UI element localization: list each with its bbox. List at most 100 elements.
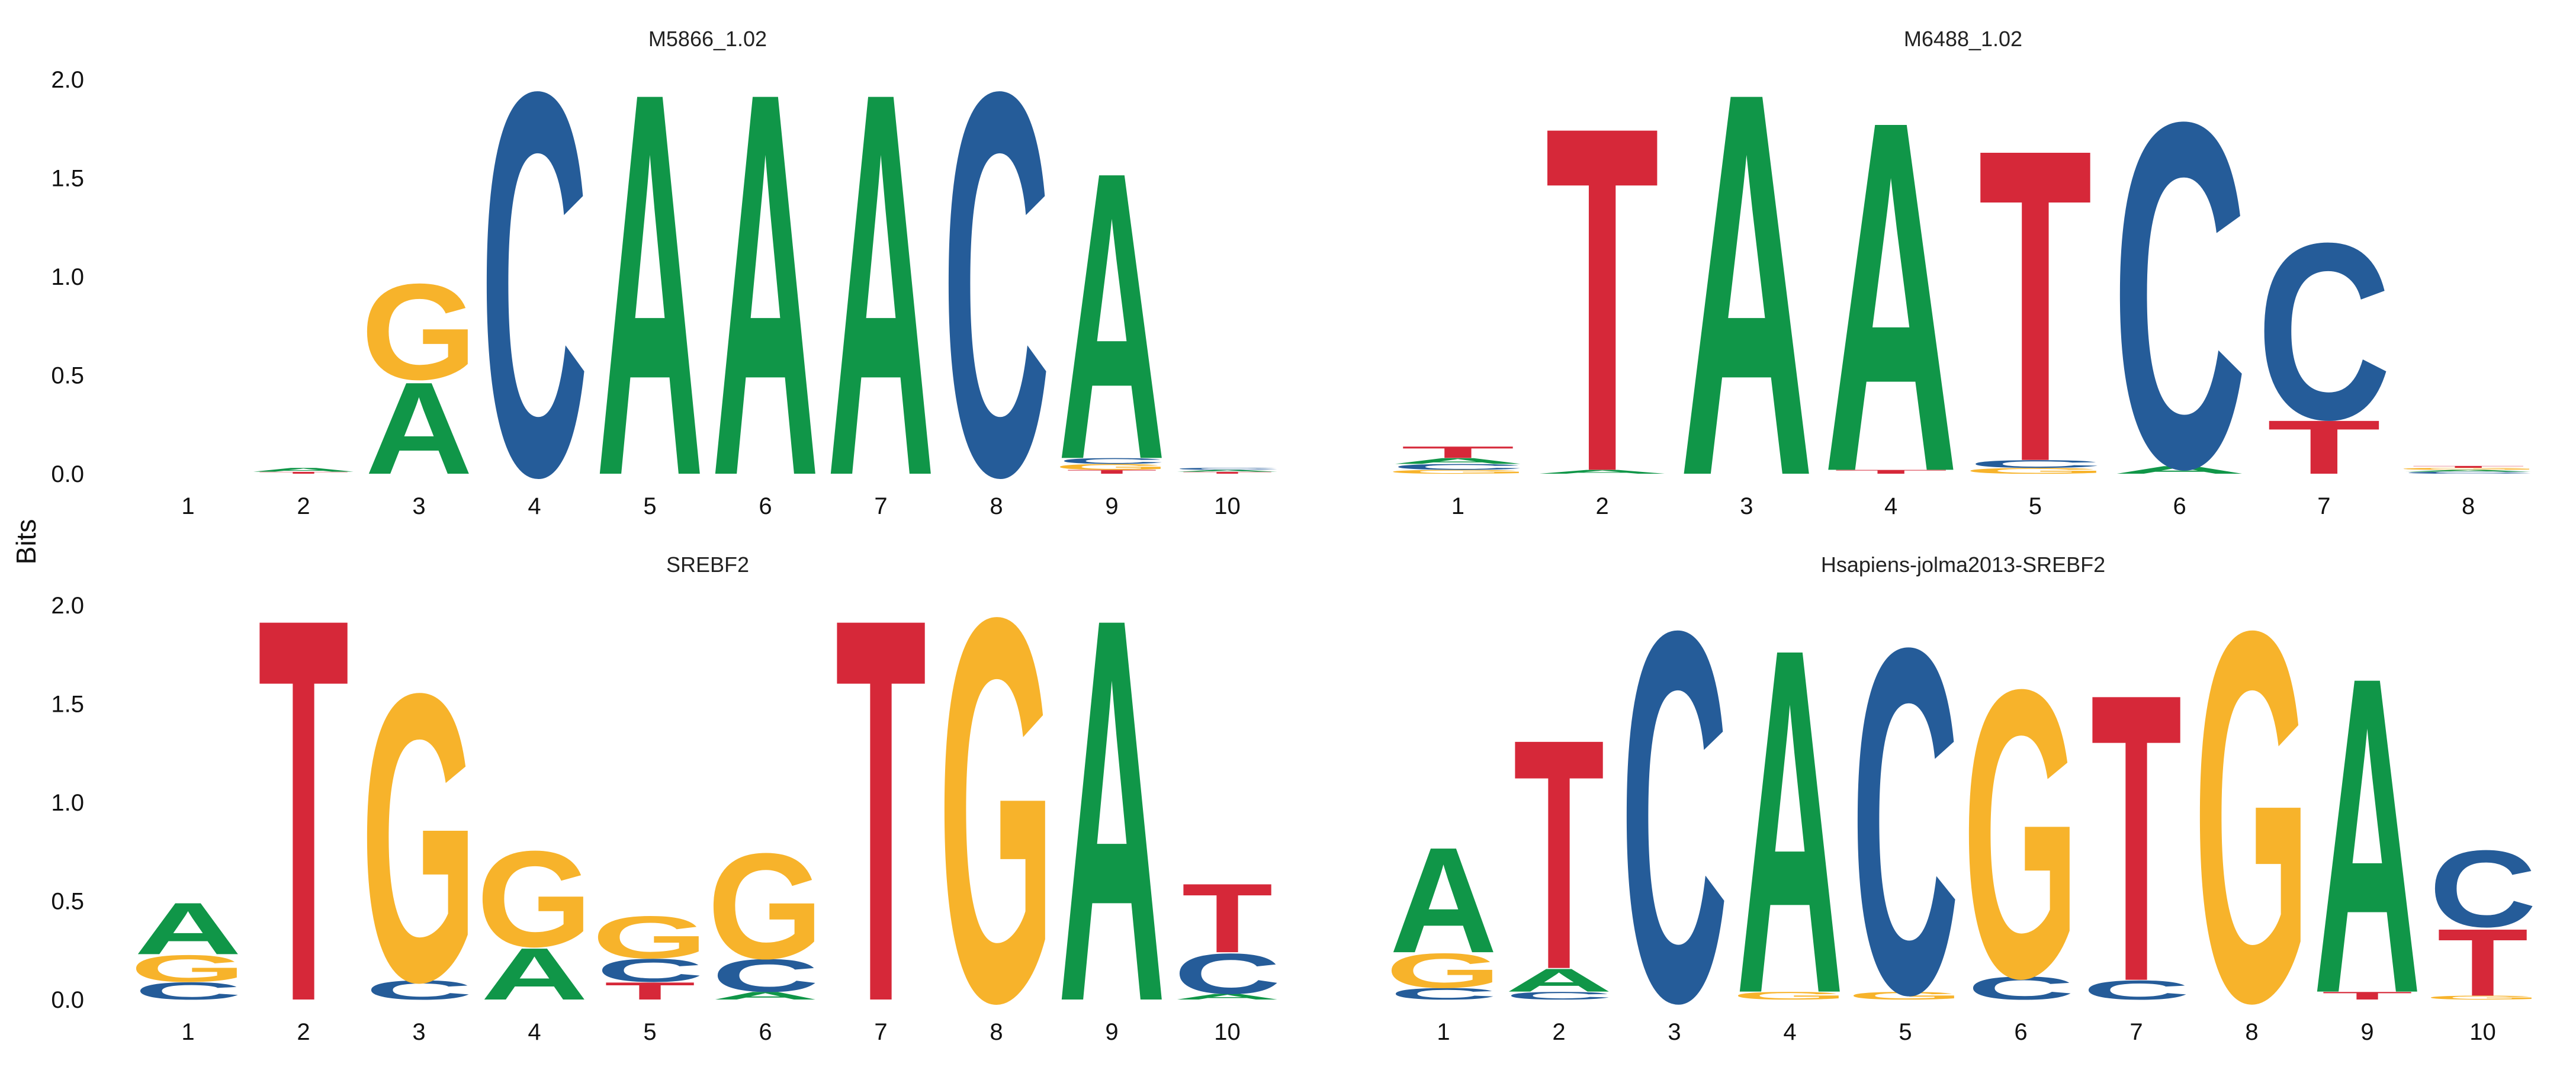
x-tick-label: 2 (1596, 493, 1609, 519)
logo-letter-G: G (1385, 469, 1530, 475)
logo-letter-C: C (134, 978, 242, 1005)
panel-title: Hsapiens-jolma2013-SREBF2 (1821, 552, 2105, 577)
logo-letter-T: T (2267, 404, 2381, 490)
logo-letter-C: C (1174, 467, 1281, 470)
x-tick-label: 4 (528, 1019, 541, 1045)
x-tick-label: 5 (1899, 1019, 1912, 1045)
logo-letter-G: G (1732, 989, 1848, 1002)
logo-letter-T: T (1182, 471, 1273, 474)
x-tick-label: 6 (759, 1019, 772, 1045)
x-tick-label: 10 (1214, 1019, 1241, 1045)
logo-letter-A: A (1174, 469, 1281, 472)
x-tick-label: 8 (2462, 493, 2475, 519)
logo-letter-A: A (1390, 457, 1525, 466)
logo-letter-A: A (2314, 584, 2421, 1083)
y-axis-label: Bits (11, 519, 41, 565)
x-tick-label: 7 (874, 1019, 887, 1045)
logo-letter-A: A (481, 933, 589, 1015)
logo-letter-C: C (1968, 458, 2102, 470)
logo-letter-A: A (1390, 816, 1498, 984)
y-tick-label: 1.5 (51, 692, 84, 718)
x-tick-label: 1 (181, 1019, 194, 1045)
logo-letter-C: C (1852, 546, 1960, 1083)
logo-letter-G: G (939, 503, 1055, 1083)
logo-letter-A: A (1058, 86, 1166, 545)
logo-letter-A: A (1505, 962, 1613, 998)
logo-letter-G: G (592, 904, 708, 971)
logo-letter-C: C (2112, 20, 2247, 571)
logo-letter-A: A (712, 0, 820, 590)
logo-letter-T: T (2091, 608, 2182, 1067)
logo-letter-G: G (2396, 467, 2541, 470)
x-tick-label: 8 (990, 493, 1003, 519)
x-tick-label: 5 (2029, 493, 2042, 519)
logo-letter-G: G (1963, 605, 2079, 1063)
logo-letter-T: T (1514, 671, 1605, 1038)
logo-letter-C: C (481, 0, 589, 590)
x-tick-label: 5 (643, 493, 656, 519)
logo-letter-T: T (258, 503, 349, 1083)
logo-letter-C: C (2083, 975, 2190, 1005)
logo-letter-C: C (365, 975, 473, 1005)
y-tick-label: 1.0 (51, 790, 84, 816)
logo-letter-T: T (2322, 989, 2413, 1002)
x-tick-label: 4 (1783, 1019, 1796, 1045)
x-tick-label: 8 (2245, 1019, 2258, 1045)
logo-letter-G: G (1386, 943, 1502, 998)
logo-letter-C: C (2401, 471, 2535, 474)
y-tick-label: 0.0 (51, 987, 84, 1013)
x-tick-label: 6 (2014, 1019, 2027, 1045)
x-tick-label: 5 (643, 1019, 656, 1045)
logo-letter-G: G (130, 947, 246, 990)
logo-letter-C: C (1390, 462, 1525, 472)
logo-letter-C: C (596, 952, 704, 989)
y-tick-label: 0.5 (51, 889, 84, 915)
logo-letter-A: A (365, 355, 473, 502)
logo-letter-A: A (2112, 464, 2247, 476)
y-tick-label: 2.0 (51, 67, 84, 93)
logo-letter-C: C (1174, 941, 1281, 1005)
logo-letter-G: G (1848, 989, 1964, 1002)
x-tick-label: 3 (412, 1019, 425, 1045)
x-tick-label: 4 (528, 493, 541, 519)
x-tick-label: 3 (1668, 1019, 1681, 1045)
logo-letter-C: C (943, 0, 1051, 590)
logo-letter-A: A (1823, 17, 1958, 577)
logo-letter-A: A (250, 467, 358, 473)
x-tick-label: 2 (297, 493, 310, 519)
x-tick-label: 9 (1105, 1019, 1118, 1045)
panel-title: M6488_1.02 (1904, 27, 2022, 51)
logo-letter-T: T (1978, 56, 2092, 555)
logo-letter-C: C (2429, 827, 2537, 950)
logo-letter-C: C (1621, 521, 1729, 1083)
x-tick-label: 10 (2469, 1019, 2496, 1045)
logo-letter-T: T (258, 471, 349, 474)
logo-letter-A: A (1174, 992, 1281, 1001)
logo-letter-G: G (361, 256, 477, 409)
logo-letter-G: G (361, 608, 477, 1067)
logo-letter-A: A (134, 888, 242, 970)
logo-letter-C: C (1390, 985, 1498, 1003)
y-tick-label: 0.5 (51, 363, 84, 389)
x-tick-label: 1 (1451, 493, 1464, 519)
logo-letter-A: A (596, 0, 704, 590)
logo-letter-G: G (477, 823, 593, 976)
logo-letter-G: G (708, 822, 824, 990)
logo-letter-A: A (1679, 0, 1814, 590)
logo-letter-C: C (1967, 970, 2075, 1007)
y-tick-label: 2.0 (51, 593, 84, 619)
logo-letter-C: C (712, 949, 820, 1001)
logo-letter-T: T (2437, 909, 2529, 1016)
logo-letter-G: G (1962, 466, 2108, 475)
x-tick-label: 2 (1552, 1019, 1565, 1045)
logo-letter-A: A (2401, 469, 2535, 472)
x-tick-label: 7 (874, 493, 887, 519)
x-tick-label: 4 (1884, 493, 1897, 519)
x-tick-label: 1 (1437, 1019, 1450, 1045)
panel-title: M5866_1.02 (648, 27, 767, 51)
logo-letter-A: A (712, 989, 820, 1002)
